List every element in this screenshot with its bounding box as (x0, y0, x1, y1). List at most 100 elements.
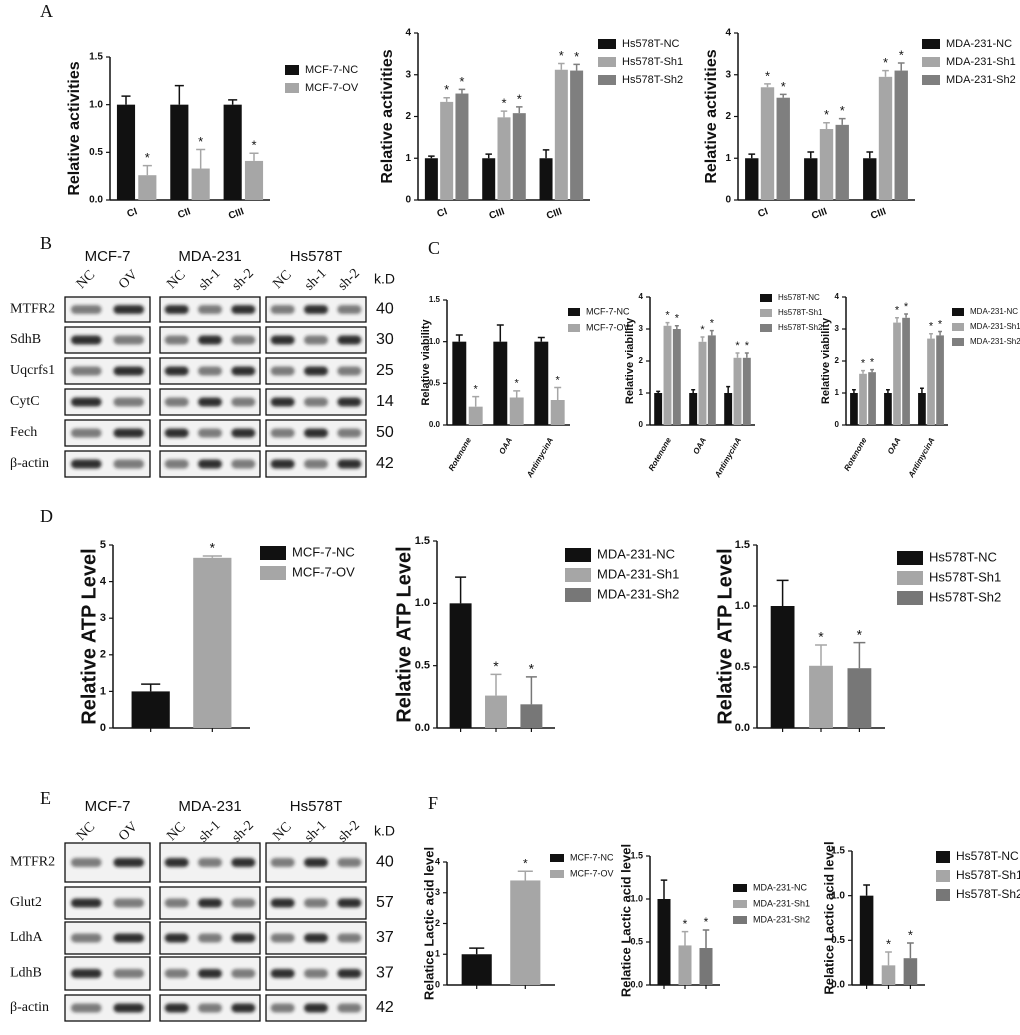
kd-label: 25 (376, 362, 394, 379)
legend-swatch (936, 870, 950, 882)
error-bar (748, 153, 756, 159)
legend-swatch (565, 548, 591, 562)
bar (724, 393, 733, 425)
legend-swatch (952, 323, 964, 331)
bar (539, 158, 553, 200)
blot-band (164, 898, 189, 908)
legend-swatch (922, 75, 940, 85)
error-bar (726, 385, 731, 393)
y-tick-label: 0.0 (831, 980, 845, 991)
bar (424, 158, 438, 200)
error-bar (656, 390, 661, 393)
error-bar (779, 93, 787, 98)
blot-band (113, 459, 145, 469)
blot-band (70, 459, 102, 469)
error-bar (142, 164, 152, 176)
y-axis-label: Relative viability (624, 317, 636, 404)
error-bar (852, 389, 856, 393)
blot-band (113, 305, 145, 314)
kd-label: 57 (376, 894, 394, 911)
bar (835, 124, 849, 200)
y-tick-label: 2 (835, 356, 840, 365)
legend-label: MDA-231-Sh1 (970, 322, 1020, 331)
legend-swatch (550, 854, 564, 862)
y-tick-label: 2 (639, 356, 644, 365)
error-bar (516, 106, 523, 114)
legend-label: MDA-231-Sh1 (753, 898, 810, 908)
blot-band (198, 428, 222, 438)
legend-label: Hs578T-Sh1 (778, 308, 823, 317)
legend-label: Hs578T-NC (778, 293, 820, 302)
x-tick-label: Rotenone (447, 436, 474, 473)
blot-band (70, 898, 102, 908)
y-tick-label: 3 (725, 69, 731, 80)
legend-swatch (598, 75, 616, 85)
y-tick-label: 0 (435, 979, 440, 989)
blot-band (198, 1003, 222, 1013)
y-tick-label: 0 (405, 195, 411, 206)
significance-mark: * (559, 48, 564, 63)
significance-mark: * (444, 82, 449, 97)
error-bar (920, 387, 924, 393)
y-tick-label: 1.5 (735, 539, 750, 551)
bar (863, 158, 877, 200)
y-tick-label: 0.5 (630, 936, 643, 946)
y-axis-label: Relatice Lactic acid level (618, 844, 633, 997)
bar (223, 104, 242, 200)
y-axis-label: Relative activities (703, 49, 720, 183)
protein-label: LdhB (10, 966, 42, 981)
protein-label: Uqcrfs1 (10, 363, 55, 378)
blot-band (270, 335, 295, 345)
blot-band (270, 459, 295, 469)
blot-band (70, 1003, 102, 1013)
blot-band (113, 1003, 145, 1013)
y-tick-label: 2 (100, 649, 106, 661)
error-bar (249, 152, 259, 161)
blot-band (113, 335, 145, 345)
x-tick-label: CIII (488, 206, 507, 222)
bar (903, 958, 918, 985)
bar (193, 557, 232, 728)
bar (819, 129, 834, 200)
bar (510, 880, 541, 985)
y-axis-label: Relative viability (420, 319, 432, 406)
protein-label: MTFR2 (10, 855, 55, 870)
y-axis-label: Relative ATP Level (393, 546, 415, 722)
error-bar (558, 62, 565, 70)
legend-label: Hs578T-Sh1 (929, 569, 1001, 584)
bar (455, 93, 469, 200)
blot-band (164, 366, 189, 376)
error-bar (485, 153, 492, 159)
significance-mark: * (883, 55, 888, 70)
y-tick-label: 2 (405, 111, 411, 122)
bar (733, 357, 742, 425)
bar (482, 158, 496, 200)
bar (493, 341, 508, 425)
significance-mark: * (683, 917, 688, 931)
blot-band (304, 366, 328, 376)
legend-label: Hs578T-NC (929, 549, 997, 564)
x-tick-label: OAA (691, 436, 708, 456)
kd-label: 40 (376, 301, 394, 318)
protein-label: Glut2 (10, 895, 42, 910)
y-tick-label: 1.0 (429, 337, 441, 346)
legend-swatch (922, 39, 940, 49)
bar (847, 668, 872, 728)
legend-swatch (733, 900, 747, 908)
legend-swatch (897, 571, 923, 585)
bar (698, 341, 707, 425)
error-bar (496, 324, 504, 342)
blot-band (231, 898, 256, 908)
error-bar (764, 83, 771, 88)
error-bar (838, 117, 846, 125)
error-bar (702, 929, 710, 949)
blot-band (304, 397, 328, 407)
bar (878, 76, 893, 200)
legend-label: MDA-231-Sh2 (597, 586, 679, 601)
legend-swatch (952, 308, 964, 316)
legend-swatch (285, 83, 299, 93)
blot-band (198, 397, 222, 407)
blot-band (304, 933, 328, 943)
bar (116, 104, 136, 200)
bar (881, 965, 896, 985)
